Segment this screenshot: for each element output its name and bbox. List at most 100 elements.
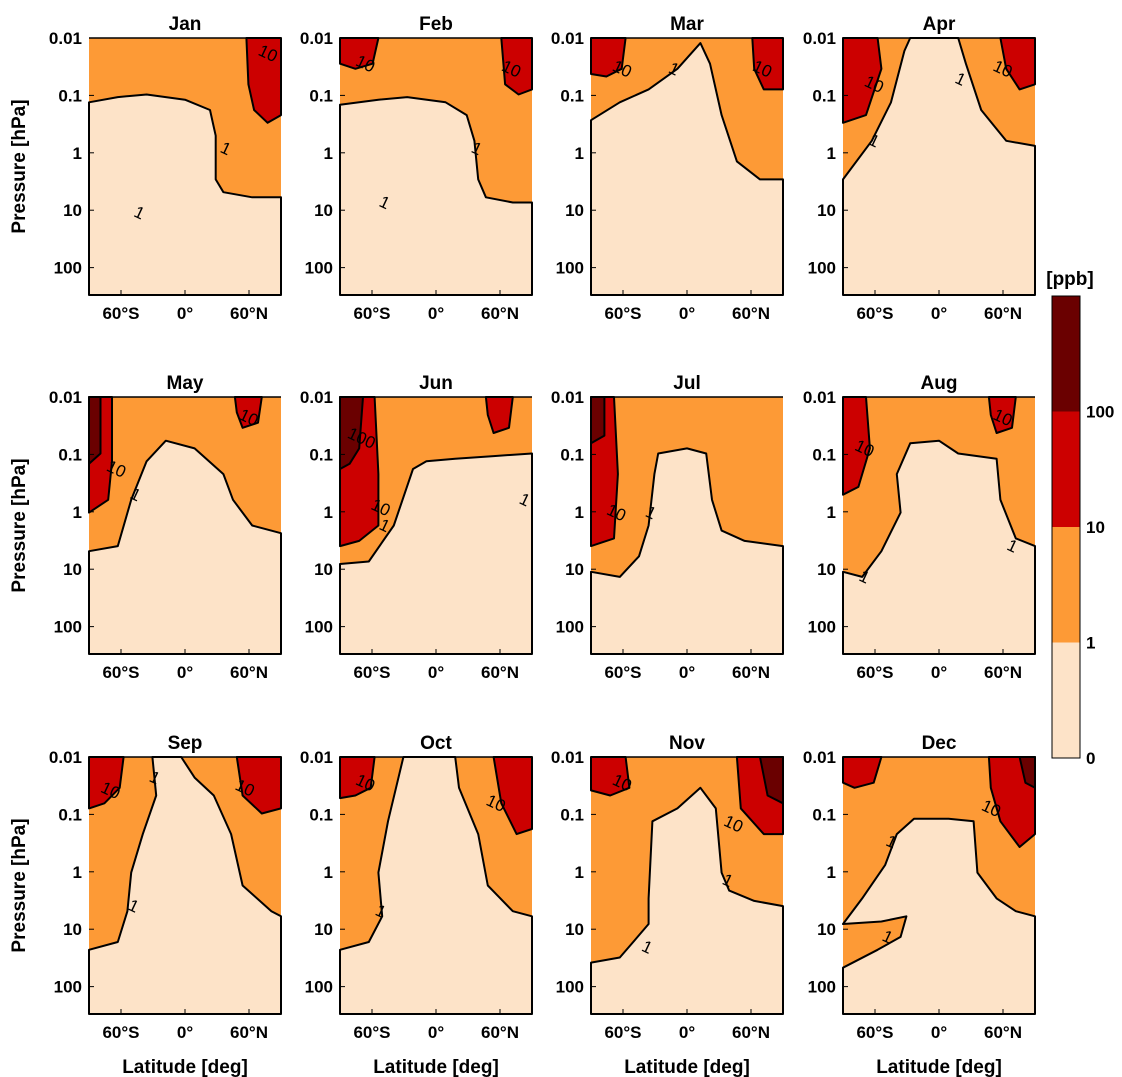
colorbar-tick-label: 1 — [1086, 634, 1095, 653]
y-tick-label: 10 — [63, 920, 82, 939]
x-tick-label: 0° — [931, 304, 947, 323]
y-tick-label: 0.01 — [300, 29, 333, 48]
colorbar-tick-label: 10 — [1086, 518, 1105, 537]
y-tick-label: 0.01 — [300, 388, 333, 407]
y-tick-label: 0.01 — [49, 748, 82, 767]
x-tick-label: 0° — [428, 1023, 444, 1042]
colorbar-band — [1052, 411, 1080, 527]
y-tick-label: 1 — [827, 863, 836, 882]
y-tick-label: 10 — [314, 920, 333, 939]
y-tick-label: 100 — [808, 618, 836, 637]
panel-title: Nov — [669, 733, 705, 754]
panel-title: Sep — [168, 733, 203, 754]
y-tick-label: 10 — [314, 560, 333, 579]
y-tick-label: 1 — [73, 863, 82, 882]
colorbar-band — [1052, 642, 1080, 758]
y-tick-label: 100 — [556, 618, 584, 637]
y-tick-label: 0.01 — [551, 29, 584, 48]
x-tick-label: 60°S — [856, 1023, 893, 1042]
panel-title: Jul — [673, 373, 700, 394]
x-tick-label: 60°N — [984, 663, 1022, 682]
x-tick-label: 60°S — [604, 663, 641, 682]
contour-100 — [590, 396, 606, 445]
y-tick-label: 10 — [817, 920, 836, 939]
y-tick-label: 100 — [808, 978, 836, 997]
colorbar-tick-label: 100 — [1086, 403, 1114, 422]
y-tick-label: 0.1 — [58, 445, 82, 464]
y-axis-label: Pressure [hPa] — [9, 99, 30, 233]
y-tick-label: 0.1 — [58, 86, 82, 105]
x-tick-label: 60°N — [732, 1023, 770, 1042]
y-tick-label: 100 — [556, 259, 584, 278]
y-tick-label: 10 — [565, 560, 584, 579]
y-tick-label: 0.1 — [560, 805, 584, 824]
y-tick-label: 0.1 — [812, 805, 836, 824]
colorbar-band — [1052, 527, 1080, 643]
contour-1 — [590, 42, 784, 296]
y-tick-label: 100 — [54, 259, 82, 278]
contour-1 — [842, 37, 1036, 296]
y-tick-label: 0.1 — [58, 805, 82, 824]
x-tick-label: 60°N — [481, 663, 519, 682]
y-tick-label: 100 — [305, 259, 333, 278]
y-tick-label: 100 — [305, 978, 333, 997]
x-tick-label: 60°N — [230, 304, 268, 323]
y-tick-label: 0.01 — [551, 748, 584, 767]
y-tick-label: 100 — [556, 978, 584, 997]
y-tick-label: 1 — [827, 144, 836, 163]
y-tick-label: 1 — [324, 503, 333, 522]
x-tick-label: 60°N — [481, 304, 519, 323]
x-tick-label: 60°S — [856, 663, 893, 682]
y-tick-label: 0.01 — [300, 748, 333, 767]
y-tick-label: 0.01 — [803, 29, 836, 48]
x-tick-label: 0° — [679, 304, 695, 323]
contour-1 — [88, 93, 282, 296]
x-tick-label: 60°S — [353, 663, 390, 682]
y-tick-label: 0.01 — [49, 29, 82, 48]
y-tick-label: 1 — [575, 863, 584, 882]
x-tick-label: 60°N — [732, 663, 770, 682]
x-tick-label: 0° — [428, 304, 444, 323]
y-tick-label: 100 — [808, 259, 836, 278]
y-tick-label: 1 — [575, 503, 584, 522]
y-tick-label: 10 — [817, 560, 836, 579]
colorbar-band — [1052, 296, 1080, 412]
x-tick-label: 60°S — [353, 1023, 390, 1042]
panel-title: May — [167, 373, 204, 394]
contour-1 — [88, 439, 282, 655]
x-tick-label: 0° — [931, 1023, 947, 1042]
y-tick-label: 1 — [575, 144, 584, 163]
x-tick-label: 60°S — [102, 304, 139, 323]
x-tick-label: 60°S — [604, 1023, 641, 1042]
panel-title: Aug — [921, 373, 958, 394]
x-tick-label: 60°S — [604, 304, 641, 323]
y-tick-label: 0.1 — [309, 805, 333, 824]
x-tick-label: 0° — [177, 1023, 193, 1042]
x-tick-label: 0° — [679, 1023, 695, 1042]
y-tick-label: 100 — [54, 978, 82, 997]
contour-1 — [88, 756, 282, 1015]
panel-title: Feb — [419, 14, 453, 35]
x-axis-label: Latitude [deg] — [122, 1057, 248, 1077]
x-tick-label: 60°N — [481, 1023, 519, 1042]
contour-1 — [590, 447, 784, 655]
contour-100 — [88, 396, 102, 465]
x-tick-label: 60°N — [984, 1023, 1022, 1042]
x-tick-label: 60°S — [102, 1023, 139, 1042]
y-tick-label: 0.1 — [560, 445, 584, 464]
y-tick-label: 10 — [63, 560, 82, 579]
y-tick-label: 10 — [63, 201, 82, 220]
y-tick-label: 10 — [565, 920, 584, 939]
y-tick-label: 10 — [565, 201, 584, 220]
contour-1 — [339, 452, 533, 655]
y-tick-label: 0.1 — [812, 86, 836, 105]
y-tick-label: 1 — [73, 503, 82, 522]
panel-title: Apr — [923, 14, 956, 35]
